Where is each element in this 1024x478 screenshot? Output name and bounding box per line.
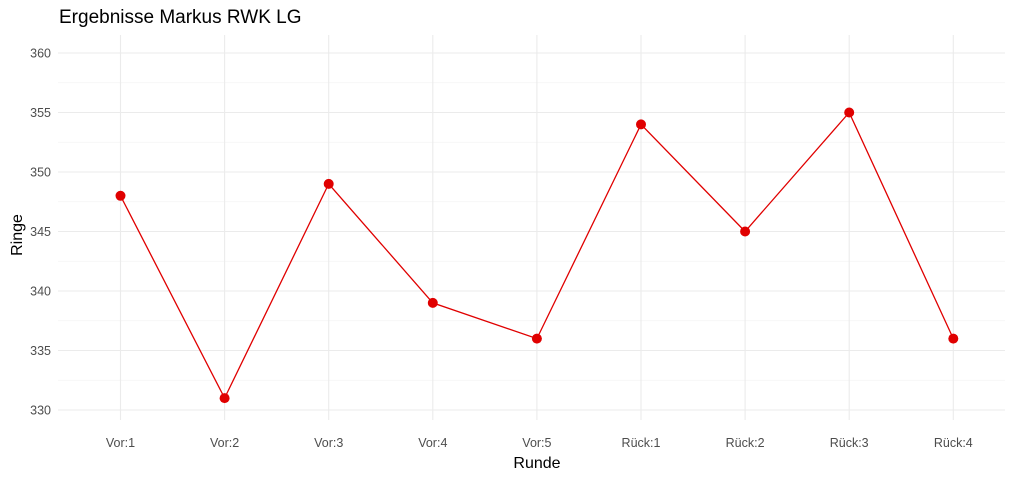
y-tick-label: 335: [30, 344, 51, 358]
data-point: [427, 297, 438, 308]
x-tick-label: Vor:1: [106, 436, 135, 450]
data-point: [948, 333, 959, 344]
y-tick-label: 330: [30, 404, 51, 418]
x-tick-label: Vor:2: [210, 436, 239, 450]
x-tick-label: Vor:4: [418, 436, 447, 450]
x-axis-title: Runde: [513, 455, 560, 472]
x-tick-label: Vor:5: [522, 436, 551, 450]
y-tick-label: 360: [30, 47, 51, 61]
x-tick-label: Rück:2: [726, 436, 765, 450]
chart-title: Ergebnisse Markus RWK LG: [59, 7, 302, 28]
y-axis-ticks: 330 335 340 345 350 355 360: [30, 47, 51, 418]
x-tick-label: Rück:4: [934, 436, 973, 450]
data-point: [844, 107, 855, 118]
data-point: [531, 333, 542, 344]
data-point: [323, 178, 334, 189]
y-tick-label: 350: [30, 166, 51, 180]
x-axis-ticks: Vor:1 Vor:2 Vor:3 Vor:4 Vor:5 Rück:1 Rück:2 Rüc…: [106, 436, 973, 450]
data-point: [636, 119, 646, 130]
x-tick-label: Vor:3: [314, 436, 343, 450]
series-layer: [115, 107, 959, 404]
y-tick-label: 340: [30, 285, 51, 299]
data-point: [740, 226, 751, 237]
y-tick-label: 345: [30, 225, 51, 239]
data-point: [219, 393, 230, 404]
grid: [58, 35, 1005, 420]
data-point: [115, 190, 126, 201]
x-tick-label: Rück:3: [830, 436, 869, 450]
x-tick-label: Rück:1: [622, 436, 661, 450]
y-axis-title: Ringe: [9, 214, 26, 256]
y-tick-label: 355: [30, 106, 51, 120]
